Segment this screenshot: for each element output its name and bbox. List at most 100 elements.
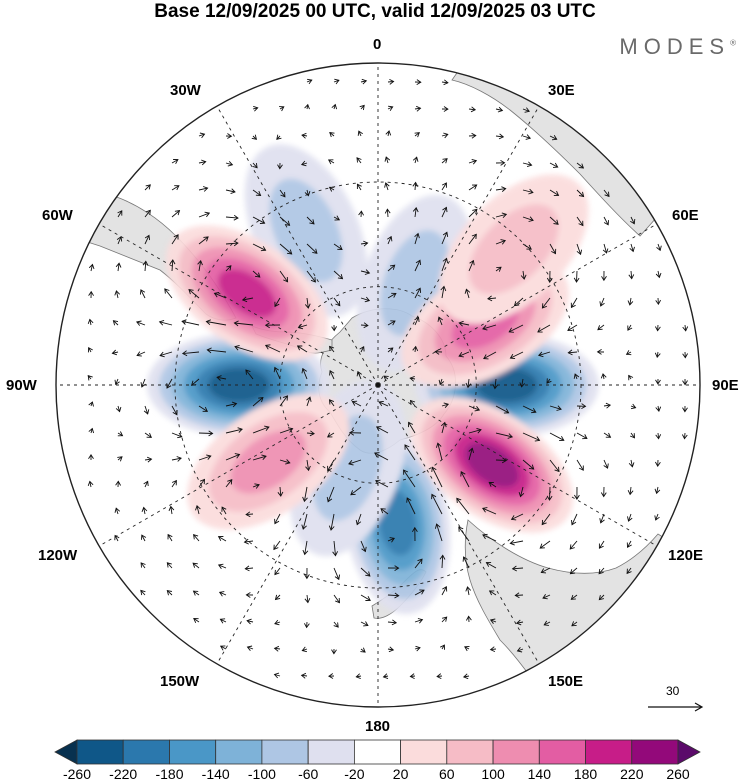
wind-vector <box>540 567 551 574</box>
wind-vector <box>166 590 173 596</box>
lon-label-0: 0 <box>373 36 382 53</box>
wind-vector <box>573 373 580 380</box>
anomaly-band <box>208 367 270 403</box>
wind-vector <box>441 257 449 272</box>
wind-vector <box>387 619 398 626</box>
wind-vector <box>225 160 234 167</box>
wind-vector <box>252 425 270 434</box>
anomaly-band <box>468 204 559 295</box>
wind-vector <box>576 216 584 227</box>
wind-vector <box>458 320 470 327</box>
wind-vector <box>169 259 176 272</box>
wind-vector <box>439 554 446 569</box>
wind-vector <box>414 132 420 138</box>
wind-vector <box>576 243 583 256</box>
wind-vector <box>306 270 316 283</box>
wind-vector <box>629 243 635 253</box>
colorbar-bin <box>492 739 540 765</box>
wind-vector <box>333 594 340 604</box>
colorbar-label: -180 <box>155 766 184 782</box>
wind-vector <box>277 486 284 497</box>
wind-vector <box>140 378 146 388</box>
wind-vector <box>576 162 585 169</box>
wind-vector <box>468 447 475 461</box>
wind-vector <box>252 243 267 252</box>
wind-vector <box>114 290 121 299</box>
wind-vector <box>144 184 151 191</box>
wind-vector <box>409 673 416 680</box>
wind-vector <box>378 400 389 407</box>
modes-logo: MODES® <box>619 34 736 60</box>
colorbar-bin <box>446 739 494 765</box>
wind-vector <box>569 567 578 575</box>
wind-vector <box>409 375 416 382</box>
wind-vector <box>403 469 416 488</box>
wind-vector <box>495 106 504 113</box>
wind-vector <box>279 270 289 283</box>
wind-vector <box>329 370 335 380</box>
wind-vector <box>682 405 688 413</box>
wind-vector <box>600 373 607 380</box>
wind-vector <box>482 507 497 515</box>
wind-vector <box>244 565 254 572</box>
wind-vector <box>436 673 443 680</box>
wind-vector <box>513 297 524 307</box>
wind-vector <box>115 262 122 272</box>
wind-vector <box>87 480 94 488</box>
wind-vector <box>333 215 341 221</box>
wind-vector <box>655 378 661 385</box>
wind-vector <box>464 288 471 299</box>
wind-vector <box>654 351 661 359</box>
wind-vector <box>387 105 394 112</box>
wind-vector <box>171 405 178 416</box>
wind-vector <box>213 292 227 299</box>
lon-label-150w: 150W <box>160 673 200 690</box>
colorbar-bin-high <box>677 739 701 765</box>
wind-vector <box>495 266 502 272</box>
wind-vector <box>468 159 478 165</box>
wind-vector <box>88 290 94 299</box>
wind-vector <box>462 556 470 569</box>
wind-vector <box>329 345 335 353</box>
wind-vector <box>333 78 340 85</box>
wind-vector <box>279 189 286 198</box>
anomaly-band <box>217 268 277 318</box>
wind-vector <box>626 567 632 575</box>
wind-vector <box>87 318 94 326</box>
colorbar <box>54 739 701 765</box>
wind-vector <box>549 216 559 225</box>
anomaly-band <box>378 489 417 556</box>
wind-vector <box>111 349 119 356</box>
wind-vector <box>329 131 335 138</box>
wind-vector <box>171 159 179 165</box>
anomaly-band <box>230 430 307 494</box>
wind-vector <box>488 481 497 488</box>
wind-vector <box>414 589 425 596</box>
anomaly-center <box>439 174 589 324</box>
wind-vector <box>216 375 227 381</box>
lon-label-120e: 120E <box>668 547 704 564</box>
colorbar-label: 260 <box>666 766 690 782</box>
brand-text: MODES <box>619 34 731 59</box>
wind-vector <box>522 459 535 470</box>
brand-mark: ® <box>730 38 736 48</box>
wind-vector <box>468 132 477 139</box>
wind-vector <box>655 432 662 440</box>
wind-vector <box>468 233 477 245</box>
wind-vector <box>412 526 418 542</box>
wind-vector <box>333 270 344 280</box>
wind-vector <box>441 182 447 191</box>
wind-vector <box>331 103 338 110</box>
wind-vector <box>115 480 121 488</box>
wind-vector <box>655 405 662 412</box>
wind-vector <box>441 79 449 86</box>
wind-vector <box>408 421 416 434</box>
wind-vector <box>225 401 238 408</box>
colorbar-label: -140 <box>201 766 230 782</box>
wind-vector <box>462 673 470 680</box>
wind-vector <box>406 497 416 515</box>
lon-label-120w: 120W <box>38 547 78 564</box>
wind-vector <box>144 234 151 245</box>
wind-vector <box>628 374 634 381</box>
wind-vector <box>597 324 605 331</box>
